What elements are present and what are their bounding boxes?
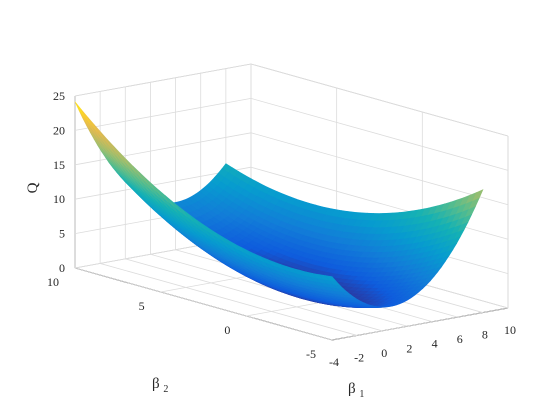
z-tick-label: 0 xyxy=(59,261,65,275)
y-axis-label-subscript: 2 xyxy=(163,384,168,395)
y-axis-label-symbol: β xyxy=(152,376,160,392)
grid-line-z xyxy=(74,63,252,97)
grid-line-z xyxy=(74,98,252,131)
z-tick-label: 25 xyxy=(53,89,65,103)
grid-line-y xyxy=(331,307,509,341)
x-tick-label: 8 xyxy=(482,328,488,342)
grid-line-z-right xyxy=(250,98,509,171)
z-tick-label: 10 xyxy=(53,192,65,206)
x-tick-label: 6 xyxy=(457,332,463,346)
z-tick-label: 15 xyxy=(53,158,65,172)
y-tick-label: 0 xyxy=(224,323,230,337)
z-tick-label: 20 xyxy=(53,123,65,137)
surface-patch xyxy=(74,101,86,118)
x-tick-label: -4 xyxy=(329,355,339,369)
z-tick-label: 5 xyxy=(59,227,65,241)
x-tick-label: 4 xyxy=(432,337,438,351)
grid-line-z xyxy=(74,132,252,166)
surface-mesh xyxy=(74,101,484,309)
grid-line-x xyxy=(125,258,383,332)
z-axis-label: Q xyxy=(25,182,41,193)
x-tick-label: 2 xyxy=(406,341,412,355)
grid-line-x xyxy=(74,267,333,341)
y-axis-label: β 2 xyxy=(152,376,168,395)
x-tick-label: 10 xyxy=(504,323,516,337)
x-axis-label-symbol: β xyxy=(348,381,356,397)
y-tick-label: 10 xyxy=(47,275,59,289)
x-tick-label: -2 xyxy=(354,350,364,364)
grid-line-z-right xyxy=(250,63,509,137)
surface-patch xyxy=(324,275,337,282)
grid-line-x xyxy=(100,263,358,336)
x-axis-label: β 1 xyxy=(348,381,364,400)
x-tick-label: 0 xyxy=(381,346,387,360)
grid-line-z-right xyxy=(250,132,509,206)
x-axis-label-subscript: 1 xyxy=(359,389,364,400)
y-tick-label: -5 xyxy=(306,347,316,361)
y-tick-label: 5 xyxy=(139,299,145,313)
